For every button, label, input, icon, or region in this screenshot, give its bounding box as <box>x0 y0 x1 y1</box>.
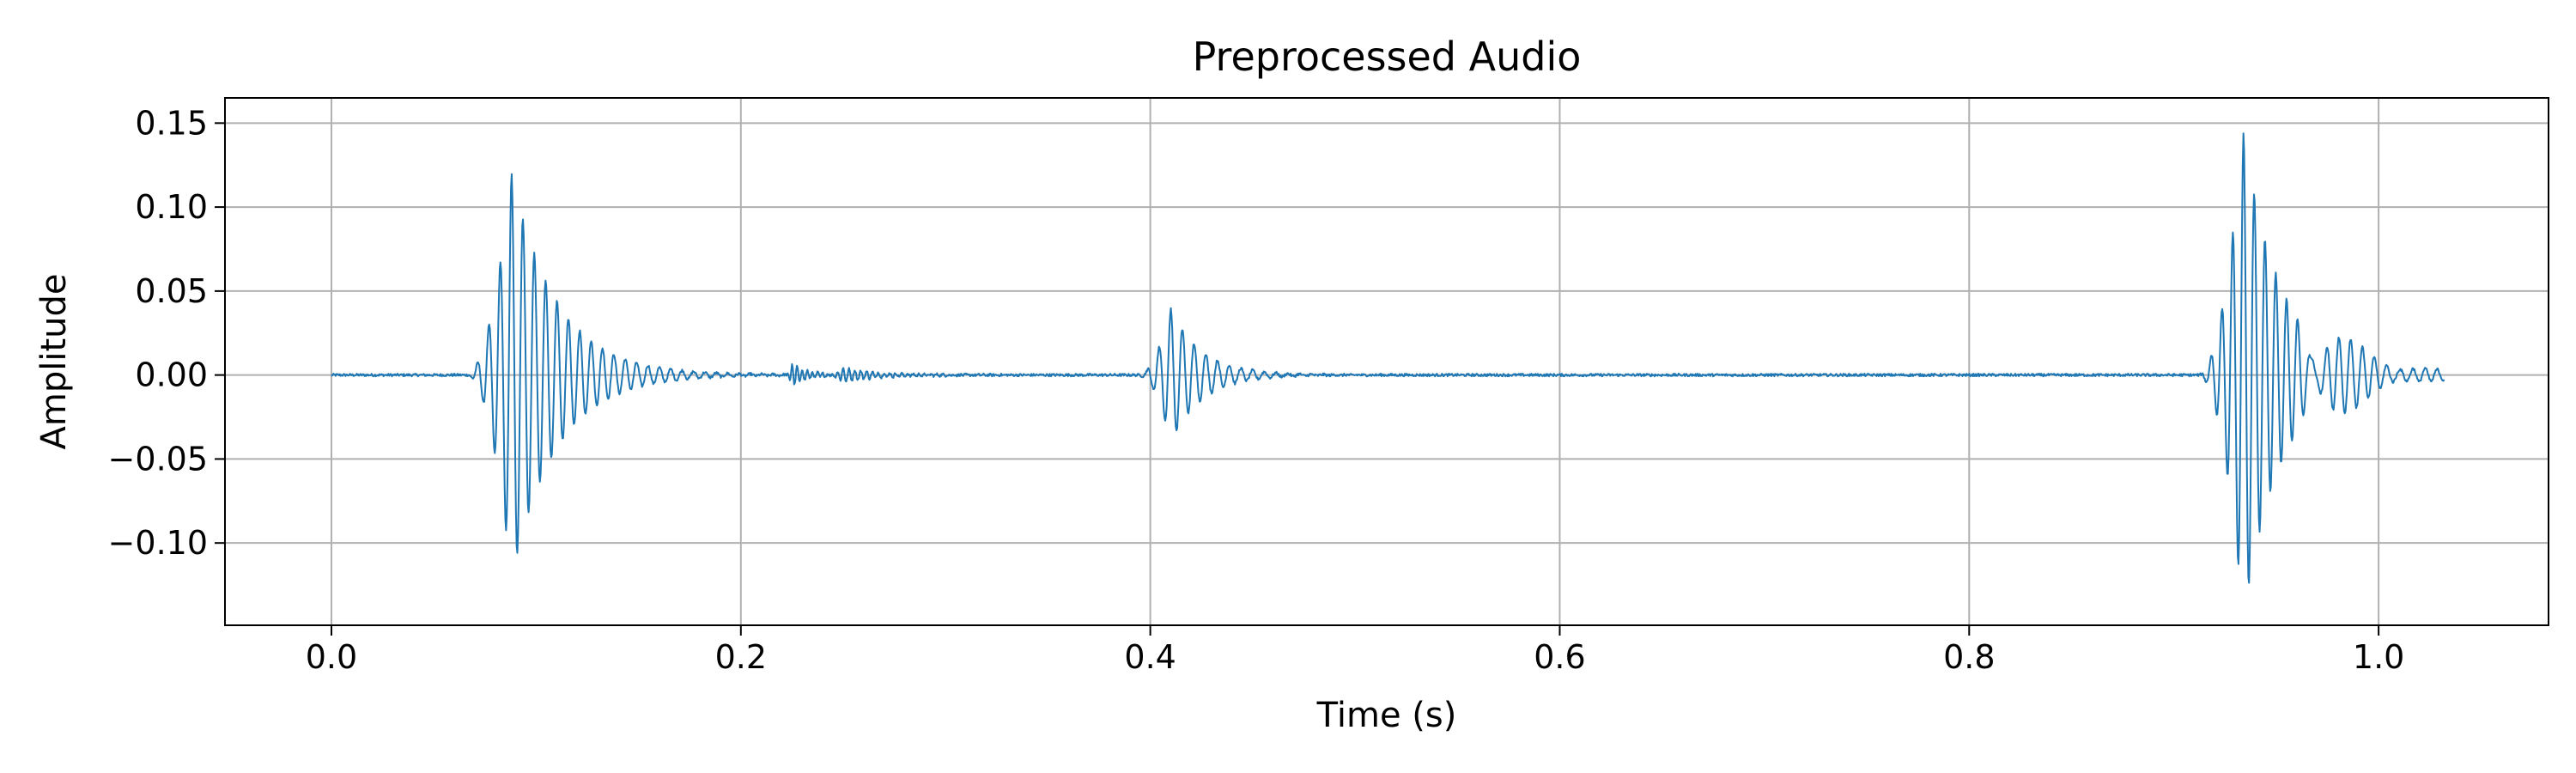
x-tick-label: 0.2 <box>715 638 767 676</box>
y-tick-label: 0.00 <box>135 356 208 394</box>
y-tick-label: 0.15 <box>135 104 208 142</box>
y-axis-label: Amplitude <box>34 274 74 450</box>
x-tick-label: 0.6 <box>1534 638 1585 676</box>
x-tick-label: 0.4 <box>1124 638 1176 676</box>
plot-area <box>331 132 2445 584</box>
y-tick-label: 0.05 <box>135 272 208 310</box>
x-tick-label: 0.8 <box>1943 638 1995 676</box>
x-tick-label: 0.0 <box>306 638 357 676</box>
x-axis-label: Time (s) <box>1316 696 1457 735</box>
x-tick-label: 1.0 <box>2353 638 2404 676</box>
y-tick-label: 0.10 <box>135 188 208 226</box>
y-tick-label: −0.05 <box>108 440 208 478</box>
waveform-line <box>331 132 2445 584</box>
y-axis: −0.10 −0.05 0.00 0.05 0.10 0.15 <box>108 104 225 562</box>
x-axis: 0.0 0.2 0.4 0.6 0.8 1.0 <box>306 625 2404 676</box>
chart-title: Preprocessed Audio <box>1193 33 1582 80</box>
axes-frame <box>224 97 2549 626</box>
y-tick-label: −0.10 <box>108 524 208 562</box>
